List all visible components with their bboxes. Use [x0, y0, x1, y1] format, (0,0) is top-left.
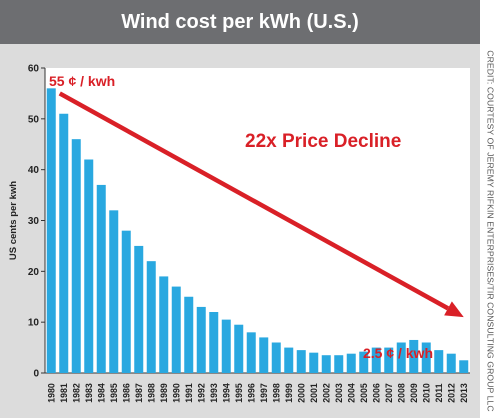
bar-2009 [409, 339, 419, 373]
credit-text: CREDIT: COURTESY OF JEREMY RIFKIN ENTERP… [486, 50, 497, 412]
y-tick-label: 10 [28, 318, 40, 329]
x-tick-label: 1999 [284, 383, 294, 403]
bar-1996 [246, 332, 256, 373]
x-tick-label: 2010 [421, 383, 431, 403]
bar-2005 [359, 351, 369, 373]
x-tick-label: 1993 [209, 383, 219, 403]
start-price-label: 55 ¢ / kwh [49, 73, 115, 89]
x-tick-label: 2007 [384, 383, 394, 403]
bar-1993 [209, 312, 219, 373]
x-tick-label: 1994 [221, 383, 231, 403]
bar-1997 [259, 337, 269, 373]
x-tick-label: 1995 [234, 383, 244, 403]
end-price-label: 2.5 ¢ / kwh [363, 345, 433, 361]
x-tick-label: 2005 [359, 383, 369, 403]
x-tick-label: 1988 [146, 383, 156, 403]
bar-1987 [134, 245, 144, 373]
x-tick-label: 2006 [371, 383, 381, 403]
bar-1984 [96, 184, 106, 373]
plot-area [45, 68, 470, 373]
x-tick-label: 1984 [96, 383, 106, 403]
y-tick-label: 0 [33, 369, 39, 380]
x-tick-label: 1998 [271, 383, 281, 403]
bar-1982 [71, 139, 81, 373]
bar-2002 [321, 355, 331, 373]
x-tick-label: 1997 [259, 383, 269, 403]
x-tick-label: 1983 [84, 383, 94, 403]
bar-1990 [171, 286, 181, 373]
x-tick-label: 2012 [446, 383, 456, 403]
x-tick-label: 2003 [334, 383, 344, 403]
x-tick-label: 2009 [409, 383, 419, 403]
x-tick-label: 1986 [121, 383, 131, 403]
bar-2008 [396, 342, 406, 373]
bar-1994 [221, 319, 231, 373]
x-tick-label: 1990 [171, 383, 181, 403]
bar-1985 [109, 210, 119, 373]
bar-1999 [284, 347, 294, 373]
bar-2001 [309, 352, 319, 373]
x-tick-label: 2013 [459, 383, 469, 403]
bar-2003 [334, 355, 344, 373]
bar-2000 [296, 350, 306, 373]
y-tick-label: 40 [28, 165, 40, 176]
x-tick-label: 1980 [46, 383, 56, 403]
x-tick-label: 1989 [159, 383, 169, 403]
bar-2013 [459, 360, 469, 373]
bar-1980 [46, 88, 56, 374]
bar-2011 [434, 350, 444, 373]
y-axis-label: US cents per kwh [8, 181, 19, 260]
bar-1998 [271, 342, 281, 373]
y-tick-label: 20 [28, 267, 40, 278]
image-credit: CREDIT: COURTESY OF JEREMY RIFKIN ENTERP… [482, 44, 500, 418]
bar-1991 [184, 296, 194, 373]
arrow-shaft [58, 91, 450, 311]
bar-2010 [421, 342, 431, 373]
x-tick-label: 1987 [134, 383, 144, 403]
bar-2006 [371, 347, 381, 373]
bar-1981 [59, 113, 69, 373]
x-tick-label: 1992 [196, 383, 206, 403]
y-tick-label: 60 [28, 64, 40, 75]
x-tick-label: 1991 [184, 383, 194, 403]
x-tick-label: 2011 [434, 383, 444, 402]
chart-panel: 0 10 20 30 40 50 60 US cents per kwh 1980 1981 198… [0, 44, 480, 418]
bar-1986 [121, 230, 131, 373]
y-tick-label: 30 [28, 216, 40, 227]
x-tick-label: 1981 [59, 383, 69, 403]
y-tick-label: 50 [28, 114, 40, 125]
chart-title: Wind cost per kWh (U.S.) [0, 0, 480, 44]
x-tick-label: 2004 [346, 383, 356, 403]
arrow-head [444, 301, 464, 318]
bar-2004 [346, 353, 356, 373]
x-tick-label: 2008 [396, 383, 406, 403]
bar-1988 [146, 261, 156, 373]
x-tick-label: 1985 [109, 383, 119, 403]
x-tick-label: 1982 [71, 383, 81, 403]
bar-2007 [384, 347, 394, 373]
x-tick-label: 1996 [246, 383, 256, 403]
bar-1983 [84, 159, 94, 373]
bar-1992 [196, 306, 206, 373]
x-tick-label: 2002 [321, 383, 331, 403]
headline-label: 22x Price Decline [245, 131, 401, 152]
bar-1995 [234, 324, 244, 373]
x-tick-label: 2001 [309, 383, 319, 403]
bar-2012 [446, 353, 456, 373]
x-tick-label: 2000 [296, 383, 306, 403]
bar-1989 [159, 276, 169, 373]
